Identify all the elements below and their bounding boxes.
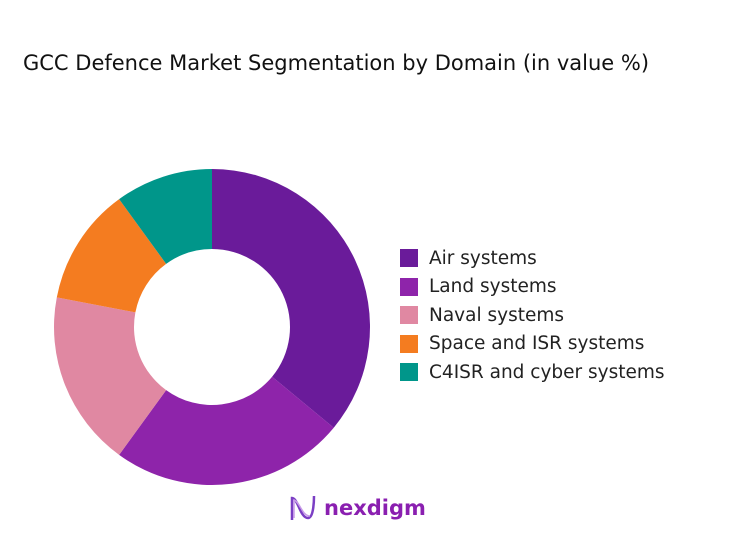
chart-title: GCC Defence Market Segmentation by Domai…: [23, 51, 650, 75]
legend-label: Land systems: [429, 276, 557, 298]
legend-swatch: [400, 249, 418, 268]
legend-label: Space and ISR systems: [429, 333, 645, 355]
slice-air-systems: [212, 169, 370, 428]
legend-swatch: [400, 277, 418, 296]
logo-text: nexdigm: [324, 496, 426, 520]
legend-label: Air systems: [429, 247, 537, 269]
legend-item: Land systems: [400, 273, 665, 302]
legend-swatch: [400, 334, 418, 353]
slice-space-and-isr-systems: [56, 199, 167, 313]
legend-label: C4ISR and cyber systems: [429, 361, 665, 383]
legend-swatch: [400, 363, 418, 382]
slice-c4isr-and-cyber-systems: [119, 169, 212, 264]
legend-label: Naval systems: [429, 304, 565, 326]
legend: Air systems Land systems Naval systems Spac…: [400, 244, 665, 387]
legend-item: Space and ISR systems: [400, 330, 665, 359]
slice-land-systems: [119, 376, 334, 485]
legend-item: Naval systems: [400, 301, 665, 330]
logo-wave-icon: [290, 495, 316, 520]
legend-item: Air systems: [400, 244, 665, 273]
nexdigm-logo: nexdigm: [288, 494, 426, 522]
legend-item: C4ISR and cyber systems: [400, 358, 665, 387]
legend-swatch: [400, 306, 418, 325]
slice-naval-systems: [53, 297, 167, 455]
